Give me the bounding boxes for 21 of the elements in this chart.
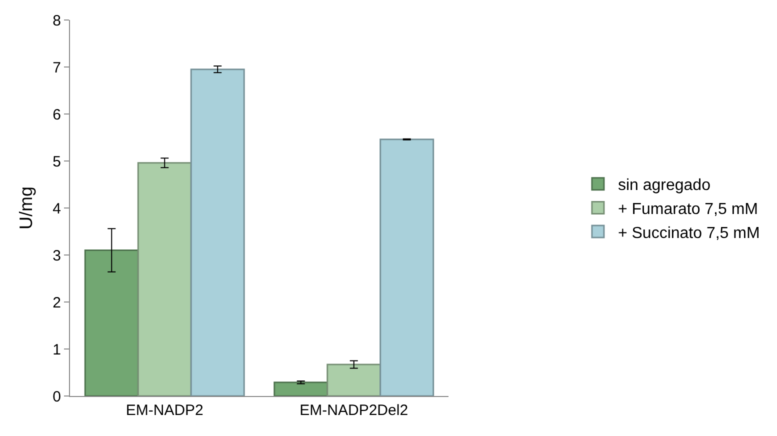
y-tick-label: 1 <box>52 341 61 358</box>
y-tick-label: 2 <box>52 294 61 312</box>
y-tick-label: 4 <box>52 200 61 218</box>
y-tick-label: 5 <box>52 153 61 170</box>
legend-label: + Succinato 7,5 mM <box>618 224 760 242</box>
y-tick-label: 6 <box>52 106 61 124</box>
bar <box>326 364 382 396</box>
y-axis-title: U/mg <box>16 186 36 230</box>
bar <box>190 68 245 396</box>
y-tick-label: 3 <box>52 247 61 264</box>
y-tick-label: 8 <box>52 12 61 30</box>
x-tick-label: EM-NADP2 <box>126 402 204 419</box>
y-tick-label: 0 <box>52 388 61 406</box>
bar <box>274 382 328 396</box>
bar <box>380 138 434 396</box>
bar <box>84 250 139 396</box>
bar <box>137 162 192 396</box>
y-tick-label: 7 <box>52 59 61 76</box>
legend-label: + Fumarato 7,5 mM <box>618 200 758 218</box>
legend-label: sin agregado <box>618 177 711 194</box>
x-tick-label: EM-NADP2Del2 <box>300 402 408 419</box>
